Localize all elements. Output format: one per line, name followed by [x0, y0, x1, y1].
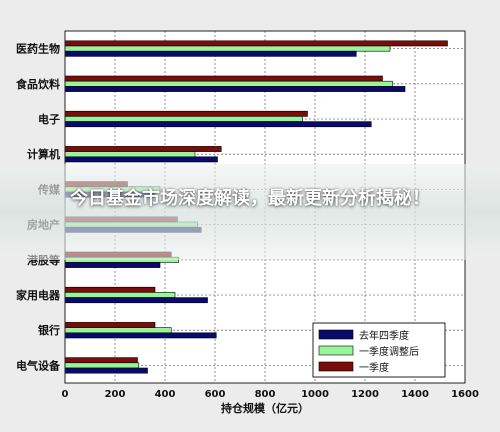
x-tick-label: 1200	[351, 389, 379, 400]
legend-label: 去年四季度	[359, 329, 409, 342]
bar-q4	[64, 86, 406, 92]
bar-q4	[64, 121, 372, 128]
bar-q1	[64, 357, 138, 364]
x-tick-label: 200	[105, 389, 126, 400]
x-tick-label: 1600	[451, 389, 479, 400]
x-axis-title: 持仓规模（亿元）	[221, 401, 309, 415]
bar-q4	[64, 332, 217, 339]
x-tick-label: 1000	[301, 389, 329, 400]
x-tick-label: 400	[155, 389, 176, 400]
category-label: 食品饮料	[16, 77, 60, 91]
bar-q1-adjusted	[64, 45, 391, 52]
bar-q4	[64, 367, 148, 374]
page-title: 今日基金市场深度解读，最新更新分析揭秘！	[70, 188, 430, 209]
x-tick-label: 800	[255, 389, 276, 400]
bar-q1	[64, 322, 156, 328]
category-label: 银行	[38, 323, 60, 337]
category-label: 电子	[38, 112, 60, 126]
category-label: 电气设备	[16, 358, 61, 372]
legend-swatch	[318, 329, 354, 340]
legend-swatch	[318, 345, 354, 356]
bar-q4	[64, 50, 357, 57]
bar-q4	[64, 156, 218, 163]
category-label: 计算机	[27, 147, 60, 161]
x-tick-label: 0	[62, 389, 69, 400]
x-axis-ticks: 0 200 400 600 800 1000 1200 1400 1600	[62, 389, 479, 400]
bar-q1	[64, 146, 222, 152]
bar-q1-adjusted	[64, 292, 176, 298]
bar-q1-adjusted	[64, 80, 393, 87]
bar-q1	[64, 75, 383, 82]
x-tick-label: 1400	[401, 389, 429, 400]
bar-q1-adjusted	[64, 116, 303, 122]
legend-label: 一季度调整后	[359, 345, 419, 358]
bar-q1	[64, 286, 156, 293]
bar-q4	[64, 262, 161, 268]
legend-label: 一季度	[359, 361, 389, 374]
category-label: 医药生物	[16, 42, 60, 56]
bar-q4	[64, 297, 208, 304]
legend-swatch	[318, 361, 354, 372]
bar-q1-adjusted	[64, 151, 196, 158]
bar-q1	[64, 110, 308, 117]
bar-q1	[64, 40, 448, 47]
title-banner	[0, 164, 500, 260]
x-tick-label: 600	[205, 389, 226, 400]
category-label: 家用电器	[16, 288, 61, 302]
bar-q1-adjusted	[64, 327, 172, 334]
bar-q1-adjusted	[64, 362, 140, 369]
